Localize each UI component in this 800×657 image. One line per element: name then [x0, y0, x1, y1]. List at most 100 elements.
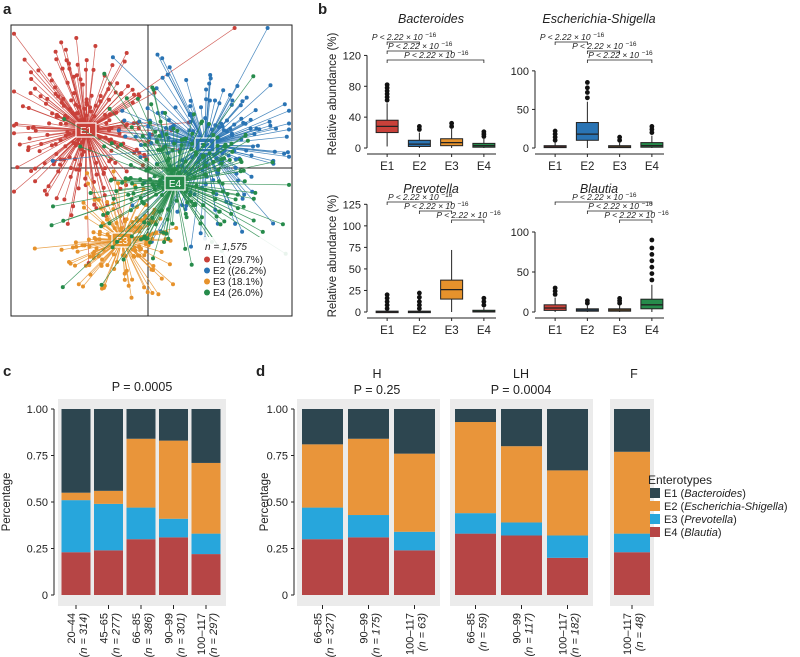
cluster-point — [27, 136, 32, 141]
cluster-ray — [55, 51, 87, 131]
cluster-point — [145, 106, 150, 111]
box-outlier — [384, 306, 390, 311]
cluster-point — [149, 102, 154, 107]
bar-segment-E1 — [126, 409, 156, 439]
panel-d-ylabel: Percentage — [259, 473, 271, 532]
boxplot-ytick-label: 50 — [349, 264, 361, 276]
cluster-ray — [80, 146, 176, 184]
cluster-point — [38, 94, 43, 99]
cluster-point — [252, 132, 257, 136]
cluster-point — [203, 187, 208, 192]
bar-segment-E4 — [614, 552, 650, 595]
legend-item: E3 (Prevotella) — [664, 514, 737, 526]
bar-segment-E1 — [614, 409, 650, 452]
cluster-point — [171, 282, 175, 287]
ytick-label: 0 — [282, 590, 288, 602]
cluster-point — [156, 147, 161, 152]
cluster-point — [103, 112, 107, 117]
cluster-point — [140, 182, 145, 187]
cluster-point — [74, 167, 79, 172]
xtick-n-label: (n = 386) — [143, 613, 155, 657]
panel-letter-c: c — [3, 363, 11, 380]
cluster-ray — [113, 171, 123, 241]
cluster-point — [130, 181, 135, 186]
pca-frame — [10, 24, 293, 317]
cluster-point — [155, 52, 160, 57]
cluster-ray — [204, 144, 219, 224]
cluster-point — [282, 102, 287, 107]
cluster-point — [86, 237, 91, 242]
bar-segment-E4 — [94, 550, 123, 595]
cluster-point — [270, 160, 275, 165]
facet-pvalue: P = 0.0004 — [491, 383, 552, 397]
cluster-point — [225, 192, 230, 196]
cluster-point — [74, 36, 79, 40]
cluster-point — [132, 254, 137, 259]
box-body — [575, 122, 599, 141]
cluster-point — [58, 157, 63, 162]
cluster-point — [139, 237, 143, 242]
legend-prefix: E3 ( — [664, 514, 685, 526]
cluster-point — [207, 122, 211, 126]
cluster-point — [287, 182, 291, 187]
cluster-point — [267, 119, 272, 124]
cluster-point — [199, 215, 204, 220]
cluster-point — [229, 211, 234, 216]
box-outlier — [584, 85, 590, 91]
bar-segment-E1 — [159, 409, 188, 441]
pvalue-exponent: −16 — [642, 201, 653, 208]
cluster-point — [56, 94, 61, 99]
ytick-label: 0.25 — [27, 544, 48, 556]
cluster-point — [282, 151, 287, 156]
bar-segment-E1 — [61, 409, 91, 493]
cluster-point — [49, 223, 54, 228]
cluster-point — [112, 267, 117, 271]
cluster-point — [287, 108, 291, 113]
bar-segment-E3 — [501, 522, 542, 536]
panel-c-stacked-bars: P = 0.0005 0 0.25 0.50 0.75 1.00 Percentage 20–… — [1, 380, 226, 657]
cluster-point — [157, 133, 162, 138]
cluster-point — [51, 204, 55, 209]
cluster-point — [94, 246, 99, 251]
cluster-label-box — [164, 175, 186, 191]
cluster-point — [29, 70, 33, 75]
cluster-point — [22, 57, 27, 62]
cluster-point — [133, 185, 138, 190]
xtick-category: 90–99 — [359, 613, 371, 644]
cluster-ray — [111, 179, 176, 184]
boxplot-xtick-label: E1 — [380, 325, 394, 337]
cluster-point — [115, 239, 120, 244]
panel-letter-d: d — [256, 363, 265, 380]
cluster-point — [76, 186, 81, 191]
bar-segment-E2 — [348, 438, 389, 516]
cluster-point — [37, 149, 42, 154]
cluster-point — [122, 271, 127, 276]
cluster-point — [181, 137, 186, 141]
xtick-n-label: (n = 327) — [325, 613, 337, 657]
cluster-point — [201, 153, 206, 158]
cluster-ray — [121, 239, 159, 295]
box-outlier — [416, 302, 422, 308]
cluster-point — [97, 229, 102, 234]
legend-item: E4 (Blautia) — [664, 527, 722, 539]
cluster-point — [284, 134, 289, 139]
cluster-point — [240, 99, 245, 104]
cluster-point — [241, 168, 246, 173]
cluster-ray — [85, 83, 118, 131]
box-outlier — [584, 80, 590, 85]
cluster-point — [60, 285, 65, 290]
pca-legend-bg — [196, 237, 288, 301]
bar-segment-E4 — [61, 552, 91, 595]
cluster-point — [99, 224, 104, 229]
bar-segment-E4 — [159, 537, 188, 595]
pvalue-bracket: P < 2.22 × 10 −16 — [404, 201, 469, 214]
cluster-point — [54, 152, 59, 156]
stacked-bar — [302, 409, 343, 595]
pca-legend: n = 1,575 E1 (29.7%)E2 ((26.2%)E3 (18.1%)… — [196, 237, 288, 301]
cluster-point — [260, 229, 265, 234]
cluster-point — [109, 141, 114, 146]
box-E1 — [375, 82, 399, 147]
cluster-point — [26, 106, 31, 110]
xtick-category: 100–117 — [196, 613, 208, 655]
cluster-point — [240, 229, 245, 234]
